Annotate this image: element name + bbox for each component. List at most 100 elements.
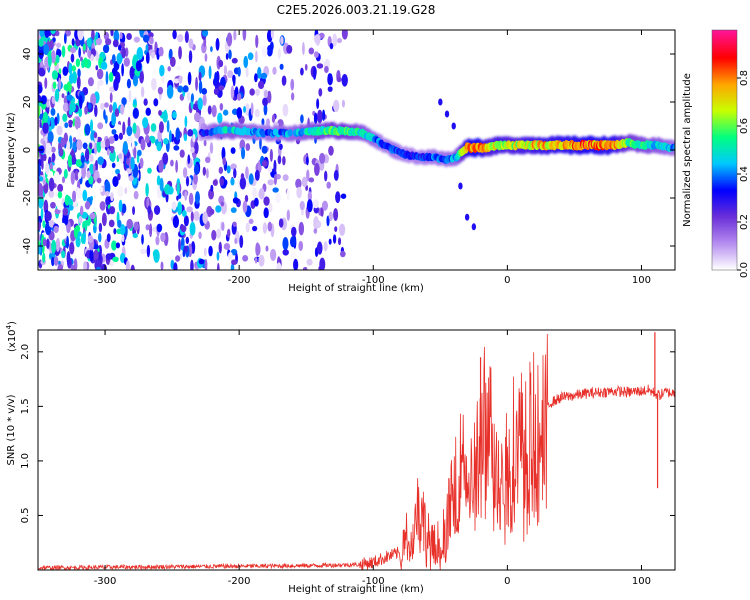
noise-speckle	[222, 156, 227, 166]
colorbar-strip	[712, 214, 737, 217]
noise-speckle	[183, 215, 189, 227]
noise-speckle	[231, 259, 238, 266]
noise-speckle	[61, 176, 66, 184]
noise-speckle	[328, 145, 334, 156]
noise-speckle	[143, 98, 148, 106]
noise-speckle	[180, 225, 187, 233]
noise-speckle	[105, 71, 109, 85]
noise-speckle	[263, 196, 270, 206]
colorbar-strip	[712, 134, 737, 137]
snr-frame	[37, 329, 676, 571]
colorbar-strip	[712, 148, 737, 151]
snr-x-tick-label: 0	[504, 576, 510, 587]
colorbar-strip	[712, 66, 737, 69]
noise-speckle	[340, 193, 347, 199]
noise-speckle	[277, 155, 282, 165]
noise-speckle	[268, 203, 273, 213]
noise-speckle	[106, 233, 111, 243]
colorbar-strip	[712, 102, 737, 105]
noise-speckle	[333, 99, 340, 113]
noise-speckle	[329, 42, 334, 50]
colorbar-strip	[712, 160, 737, 163]
noise-speckle	[176, 65, 182, 71]
noise-speckle	[53, 256, 59, 266]
colorbar-strip	[712, 86, 737, 89]
noise-speckle	[255, 34, 259, 48]
noise-speckle	[51, 50, 56, 64]
noise-speckle	[63, 33, 67, 44]
side-branch-blob	[438, 98, 443, 106]
noise-speckle	[89, 212, 96, 220]
colorbar-strip	[712, 184, 737, 187]
noise-speckle	[46, 100, 50, 108]
noise-speckle	[336, 76, 342, 83]
noise-speckle	[215, 38, 220, 51]
noise-speckle	[334, 226, 338, 232]
noise-speckle	[38, 221, 41, 231]
noise-speckle	[121, 63, 124, 77]
noise-speckle	[51, 96, 56, 105]
noise-speckle	[308, 47, 315, 55]
noise-speckle	[93, 140, 98, 155]
noise-speckle	[167, 66, 171, 72]
noise-speckle	[253, 197, 259, 207]
noise-speckle	[257, 66, 262, 79]
side-branch-blob	[444, 110, 450, 118]
noise-speckle	[61, 93, 65, 99]
noise-speckle	[159, 177, 164, 192]
colorbar-strip	[712, 198, 737, 201]
noise-speckle	[175, 127, 181, 141]
noise-speckle	[211, 229, 217, 241]
noise-speckle	[189, 221, 196, 236]
noise-speckle	[252, 187, 257, 198]
noise-speckle	[84, 123, 91, 136]
noise-speckle	[160, 75, 165, 84]
noise-speckle	[184, 191, 188, 201]
noise-speckle	[145, 52, 150, 64]
noise-speckle	[188, 192, 194, 206]
colorbar-strip	[712, 168, 737, 171]
noise-speckle	[55, 54, 60, 64]
side-branch-blob	[451, 122, 456, 130]
noise-speckle	[151, 51, 155, 59]
colorbar-strip	[712, 188, 737, 191]
colorbar-strip	[712, 202, 737, 205]
noise-speckle	[269, 41, 274, 51]
noise-speckle	[291, 226, 297, 237]
colorbar-frame	[711, 29, 738, 271]
colorbar-tick-label: 0.6	[739, 118, 750, 134]
colorbar-label: Normalized spectral amplitude	[682, 73, 693, 227]
noise-speckle	[278, 218, 284, 228]
noise-speckle	[308, 177, 315, 183]
noise-speckle	[128, 175, 134, 182]
colorbar-strip	[712, 122, 737, 125]
colorbar-strip	[712, 156, 737, 159]
noise-speckle	[181, 210, 187, 217]
colorbar-strip	[712, 220, 737, 223]
noise-speckle	[145, 183, 149, 197]
noise-speckle	[323, 241, 328, 252]
noise-speckle	[46, 238, 50, 250]
colorbar-strip	[712, 226, 737, 229]
colorbar-strip	[712, 174, 737, 177]
spectrogram-y-label: Frequency (Hz)	[6, 112, 17, 188]
ridge-core-blob	[204, 129, 210, 136]
noise-speckle	[277, 48, 281, 60]
noise-speckle	[190, 93, 194, 103]
noise-speckle	[242, 200, 248, 214]
noise-speckle	[316, 63, 324, 69]
noise-speckle	[123, 57, 130, 67]
noise-speckle	[218, 166, 224, 174]
noise-speckle	[69, 242, 75, 255]
noise-speckle	[209, 208, 215, 215]
colorbar-strip	[712, 200, 737, 203]
colorbar-strip	[712, 54, 737, 57]
noise-speckle	[126, 125, 133, 137]
noise-speckle	[299, 200, 305, 211]
colorbar-strip	[712, 158, 737, 161]
noise-speckle	[163, 137, 169, 145]
noise-speckle	[193, 210, 200, 221]
noise-speckle	[244, 194, 249, 203]
noise-speckle	[140, 138, 146, 151]
noise-speckle	[263, 89, 268, 99]
